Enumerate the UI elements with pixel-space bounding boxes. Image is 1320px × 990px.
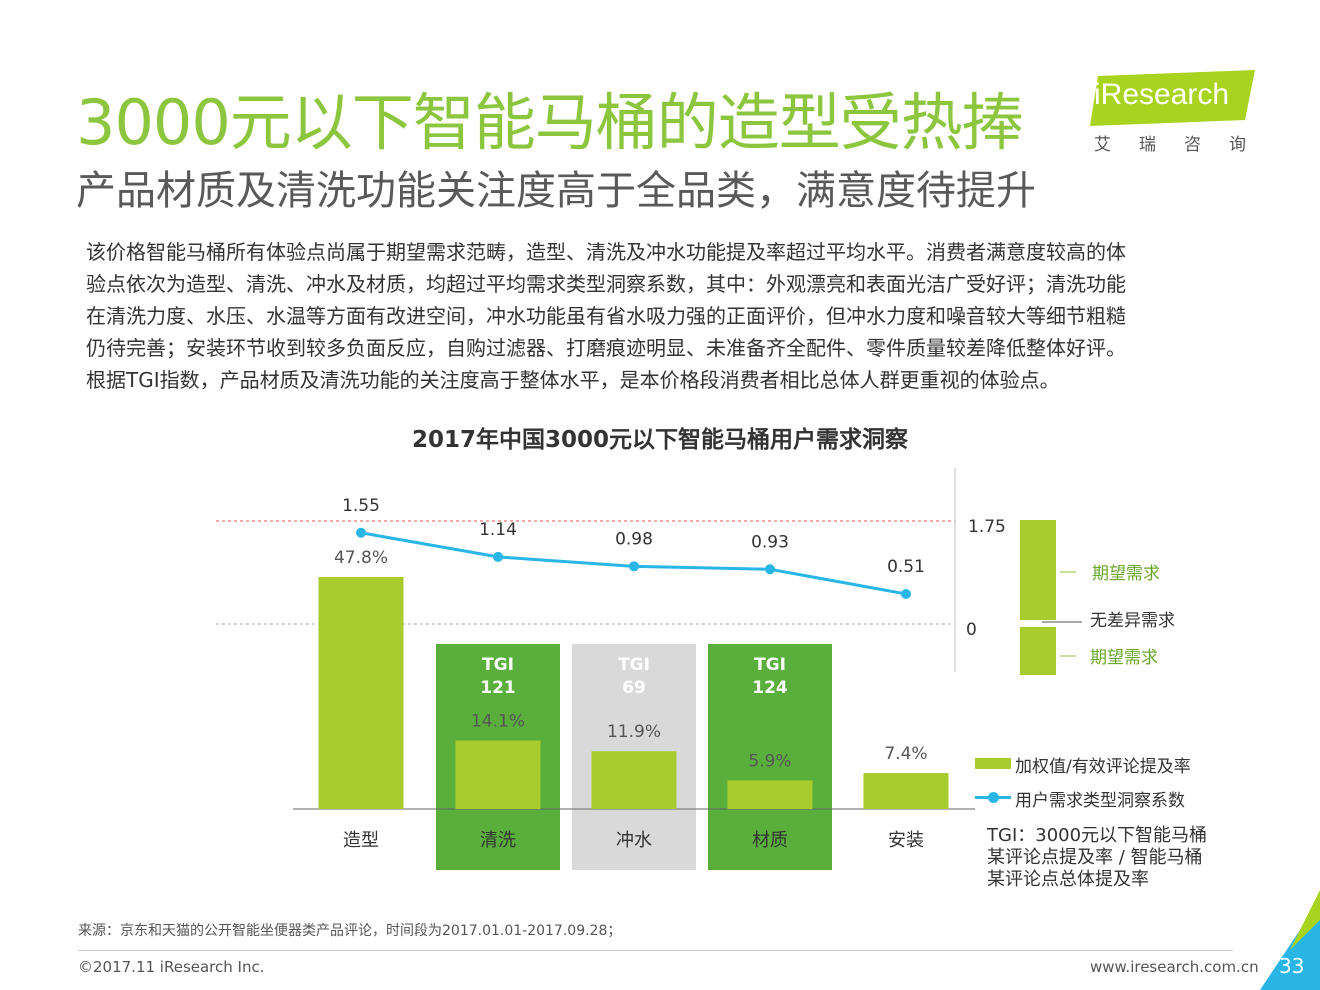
tgi-value: 69 — [622, 678, 646, 698]
page-title: 3000元以下智能马桶的造型受热捧 — [76, 86, 1024, 159]
reference-label: 1.75 — [968, 517, 1006, 537]
bar — [455, 740, 541, 809]
insight-point — [356, 527, 366, 538]
website-link[interactable]: www.iresearch.com.cn — [1090, 958, 1259, 976]
tgi-note: TGI：3000元以下智能马桶 某评论点提及率 / 智能马桶 某评论点总体提及率 — [987, 825, 1237, 891]
iresearch-logo: iResearch 艾瑞咨询 — [1090, 70, 1265, 160]
tgi-value: 121 — [480, 678, 516, 698]
bar-value-label: 7.4% — [884, 744, 927, 764]
reference-label: 0 — [966, 620, 977, 640]
category-tick-label: 材质 — [752, 830, 788, 851]
legend-bar-swatch — [975, 758, 1011, 769]
description-line: 验点依次为造型、清洗、冲水及材质，均超过平均需求类型洞察系数，其中：外观漂亮和表… — [86, 272, 1126, 296]
scale-lower-bar — [1020, 627, 1056, 675]
tgi-value: 124 — [752, 678, 788, 698]
tgi-label: TGI — [482, 655, 514, 675]
legend-label: 用户需求类型洞察系数 — [1015, 791, 1185, 811]
bar — [591, 751, 677, 809]
description-line: 在清洗力度、水压、水温等方面有改进空间，冲水功能虽有省水吸力强的正面评价，但冲水… — [86, 304, 1126, 328]
logo-cn-text: 艾瑞咨询 — [1094, 135, 1274, 155]
insight-value-label: 0.93 — [751, 532, 789, 552]
bar-value-label: 11.9% — [607, 722, 661, 742]
tgi-note-line: TGI：3000元以下智能马桶 — [987, 825, 1208, 846]
bar-value-label: 14.1% — [471, 712, 525, 732]
description-line: 仍待完善；安装环节收到较多负面反应，自购过滤器、打磨痕迹明显、未准备齐全配件、零… — [86, 336, 1126, 360]
insight-point — [901, 588, 911, 599]
category-tick-label: 冲水 — [616, 830, 652, 851]
source-note: 来源：京东和天猫的公开智能坐便器类产品评论，时间段为2017.01.01-201… — [78, 923, 622, 939]
tgi-note-line: 某评论点总体提及率 — [987, 869, 1149, 890]
scale-lower-label: 期望需求 — [1090, 648, 1158, 668]
bar — [727, 780, 813, 809]
scale-upper-bar — [1020, 520, 1056, 620]
description: 该价格智能马桶所有体验点尚属于期望需求范畴，造型、清洗及冲水功能提及率超过平均水… — [86, 236, 1236, 396]
legend-label: 加权值/有效评论提及率 — [1015, 757, 1191, 777]
insight-value-label: 1.14 — [479, 520, 517, 540]
insight-point — [493, 551, 503, 562]
insight-point — [629, 561, 639, 572]
insight-point — [765, 564, 775, 575]
bar-value-label: 5.9% — [748, 751, 791, 771]
insight-value-label: 1.55 — [342, 496, 380, 516]
tgi-box — [708, 644, 832, 870]
category-tick-label: 安装 — [888, 830, 924, 851]
insight-value-label: 0.51 — [887, 557, 925, 577]
scale-middle-label: 无差异需求 — [1090, 611, 1175, 631]
bar-value-label: 47.8% — [334, 548, 388, 568]
page-subtitle: 产品材质及清洗功能关注度高于全品类，满意度待提升 — [76, 168, 1036, 214]
description-line: 根据TGI指数，产品材质及清洗功能的关注度高于整体水平，是本价格段消费者相比总体… — [86, 368, 1060, 392]
scale-upper-label: 期望需求 — [1092, 564, 1160, 584]
page-number: 33 — [1279, 954, 1305, 978]
bar — [318, 577, 404, 809]
bar — [863, 773, 949, 809]
copyright: ©2017.11 iResearch Inc. — [78, 958, 265, 976]
logo-banner-icon — [1090, 70, 1255, 126]
chart-title: 2017年中国3000元以下智能马桶用户需求洞察 — [411, 427, 909, 453]
tgi-label: TGI — [618, 655, 650, 675]
insight-value-label: 0.98 — [615, 529, 653, 549]
footer-divider — [78, 950, 1233, 951]
category-tick-label: 造型 — [343, 830, 379, 851]
logo-brand-text: iResearch — [1094, 78, 1230, 111]
tgi-label: TGI — [754, 655, 786, 675]
legend-dot-swatch — [988, 792, 999, 803]
category-tick-label: 清洗 — [480, 830, 516, 851]
page-corner-icon — [1260, 890, 1320, 990]
description-line: 该价格智能马桶所有体验点尚属于期望需求范畴，造型、清洗及冲水功能提及率超过平均水… — [86, 240, 1126, 264]
tgi-note-line: 某评论点提及率 / 智能马桶 — [987, 847, 1203, 868]
